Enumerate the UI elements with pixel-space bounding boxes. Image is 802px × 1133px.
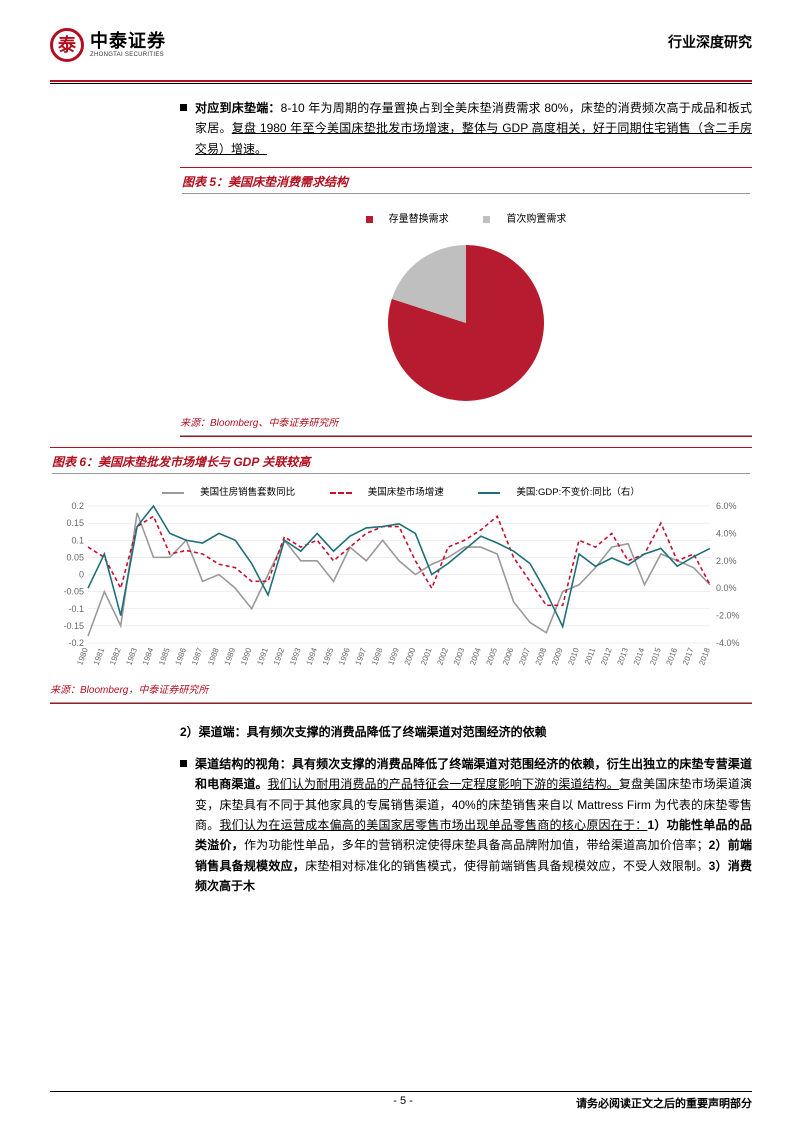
svg-text:1996: 1996 xyxy=(337,646,352,666)
svg-text:2015: 2015 xyxy=(648,646,663,666)
svg-text:2004: 2004 xyxy=(468,646,483,666)
svg-text:-2.0%: -2.0% xyxy=(716,611,740,621)
svg-text:6.0%: 6.0% xyxy=(716,501,737,511)
svg-text:1988: 1988 xyxy=(206,646,221,666)
svg-text:2000: 2000 xyxy=(403,646,418,666)
svg-text:2013: 2013 xyxy=(615,646,630,666)
svg-text:2016: 2016 xyxy=(665,646,680,666)
para1-lead: 对应到床垫端： xyxy=(195,101,281,115)
svg-text:1981: 1981 xyxy=(92,646,107,666)
logo-mark: 泰 xyxy=(50,28,84,62)
svg-text:1991: 1991 xyxy=(255,646,270,666)
svg-text:-0.15: -0.15 xyxy=(63,621,84,631)
svg-text:1989: 1989 xyxy=(223,646,238,666)
svg-text:4.0%: 4.0% xyxy=(716,529,737,539)
svg-text:2009: 2009 xyxy=(550,646,565,666)
section2-heading: 2）渠道端：具有频次支撑的消费品降低了终端渠道对范围经济的依赖 xyxy=(180,722,752,744)
svg-text:1997: 1997 xyxy=(354,646,369,666)
page-footer: - 5 - 请务必阅读正文之后的重要声明部分 xyxy=(50,1091,752,1111)
bullet-para-1: 对应到床垫端：8-10 年为周期的存量置换占到全美床垫消费需求 80%，床垫的消… xyxy=(180,98,752,159)
svg-text:2008: 2008 xyxy=(534,646,549,666)
chart5-container: 图表 5：美国床垫消费需求结构 存量替换需求 首次购置需求 来源：Bloombe… xyxy=(180,167,752,437)
chart6-legend-0: 美国住房销售套数同比 xyxy=(200,487,295,498)
svg-text:1990: 1990 xyxy=(239,646,254,666)
chart6-container: 图表 6：美国床垫批发市场增长与 GDP 关联较高 美国住房销售套数同比 美国床… xyxy=(50,447,752,704)
page-header: 泰 中泰证券 ZHONGTAI SECURITIES 行业深度研究 xyxy=(50,28,752,76)
svg-text:1985: 1985 xyxy=(157,646,172,666)
svg-text:0: 0 xyxy=(79,570,84,580)
doc-type-title: 行业深度研究 xyxy=(668,28,752,52)
svg-text:1980: 1980 xyxy=(75,646,90,666)
svg-text:-0.1: -0.1 xyxy=(68,604,84,614)
svg-text:1994: 1994 xyxy=(304,646,319,666)
svg-text:-4.0%: -4.0% xyxy=(716,638,740,648)
chart5-legend-0: 存量替换需求 xyxy=(389,214,449,225)
svg-text:0.2: 0.2 xyxy=(71,501,84,511)
chart5-source: 来源：Bloomberg、中泰证券研究所 xyxy=(180,411,752,431)
svg-text:2002: 2002 xyxy=(435,646,450,666)
para2-p1: 作为功能性单品，多年的营销积淀使得床垫具备高品牌附加值，带给渠道高加价倍率； xyxy=(244,838,709,852)
chart5-legend: 存量替换需求 首次购置需求 xyxy=(180,206,752,235)
chart5-legend-1: 首次购置需求 xyxy=(506,214,566,225)
svg-text:2018: 2018 xyxy=(697,646,712,666)
svg-text:2001: 2001 xyxy=(419,646,434,666)
chart6-legend-1: 美国床垫市场增速 xyxy=(368,487,444,498)
footer-disclaimer: 请务必阅读正文之后的重要声明部分 xyxy=(576,1095,752,1111)
bullet-icon xyxy=(180,760,187,767)
bullet-para-2: 渠道结构的视角：具有频次支撑的消费品降低了终端渠道对范围经济的依赖，衍生出独立的… xyxy=(180,754,752,897)
chart5-pie xyxy=(376,235,556,405)
svg-text:1987: 1987 xyxy=(190,646,205,666)
svg-text:-0.05: -0.05 xyxy=(63,587,84,597)
svg-text:1986: 1986 xyxy=(174,646,189,666)
svg-text:2005: 2005 xyxy=(485,646,500,666)
svg-text:-0.2: -0.2 xyxy=(68,638,84,648)
logo-text-cn: 中泰证券 xyxy=(90,32,166,52)
chart6-legend-2: 美国:GDP:不变价:同比（右） xyxy=(516,487,640,498)
svg-text:1995: 1995 xyxy=(321,646,336,666)
svg-text:0.0%: 0.0% xyxy=(716,583,737,593)
svg-text:2010: 2010 xyxy=(566,646,581,666)
svg-text:2006: 2006 xyxy=(501,646,516,666)
chart6-source: 来源：Bloomberg，中泰证券研究所 xyxy=(50,678,752,698)
svg-text:2014: 2014 xyxy=(632,646,647,666)
para2-ul2: 我们认为在运营成本偏高的美国家居零售市场出现单品零售商的核心原因在于： xyxy=(219,818,647,832)
bullet-icon xyxy=(180,104,187,111)
logo-text-en: ZHONGTAI SECURITIES xyxy=(90,52,166,59)
svg-text:2017: 2017 xyxy=(681,646,696,666)
chart6-title: 图表 6：美国床垫批发市场增长与 GDP 关联较高 xyxy=(52,455,310,469)
header-rule-thin xyxy=(50,83,752,84)
logo: 泰 中泰证券 ZHONGTAI SECURITIES xyxy=(50,28,166,62)
svg-text:1983: 1983 xyxy=(124,646,139,666)
svg-text:1992: 1992 xyxy=(272,646,287,666)
svg-text:1993: 1993 xyxy=(288,646,303,666)
svg-text:0.15: 0.15 xyxy=(66,518,84,528)
svg-text:0.1: 0.1 xyxy=(71,535,84,545)
svg-text:1999: 1999 xyxy=(386,646,401,666)
header-rule-red xyxy=(50,80,752,82)
svg-text:2007: 2007 xyxy=(517,646,532,666)
svg-text:1984: 1984 xyxy=(141,646,156,666)
chart6-plot: -0.2 -0.15 -0.1 -0.05 0 0.05 0.1 0.15 0.2 -4.0% -2… xyxy=(50,500,752,675)
svg-text:1982: 1982 xyxy=(108,646,123,666)
svg-text:2011: 2011 xyxy=(583,646,598,666)
chart5-title: 图表 5：美国床垫消费需求结构 xyxy=(182,175,348,189)
para2-p2: 床垫相对标准化的销售模式，使得前端销售具备规模效应，不受人效限制。 xyxy=(305,859,709,873)
svg-text:1998: 1998 xyxy=(370,646,385,666)
para2-ul1: 我们认为耐用消费品的产品特征会一定程度影响下游的渠道结构。 xyxy=(268,777,619,791)
svg-text:0.05: 0.05 xyxy=(66,553,84,563)
svg-text:2.0%: 2.0% xyxy=(716,556,737,566)
para1-underline: 复盘 1980 年至今美国床垫批发市场增速，整体与 GDP 高度相关，好于同期住… xyxy=(195,121,752,155)
chart6-legend: 美国住房销售套数同比 美国床垫市场增速 美国:GDP:不变价:同比（右） xyxy=(50,478,752,500)
page-number: - 5 - xyxy=(230,1095,576,1111)
svg-text:2012: 2012 xyxy=(599,646,614,666)
svg-text:2003: 2003 xyxy=(452,646,467,666)
